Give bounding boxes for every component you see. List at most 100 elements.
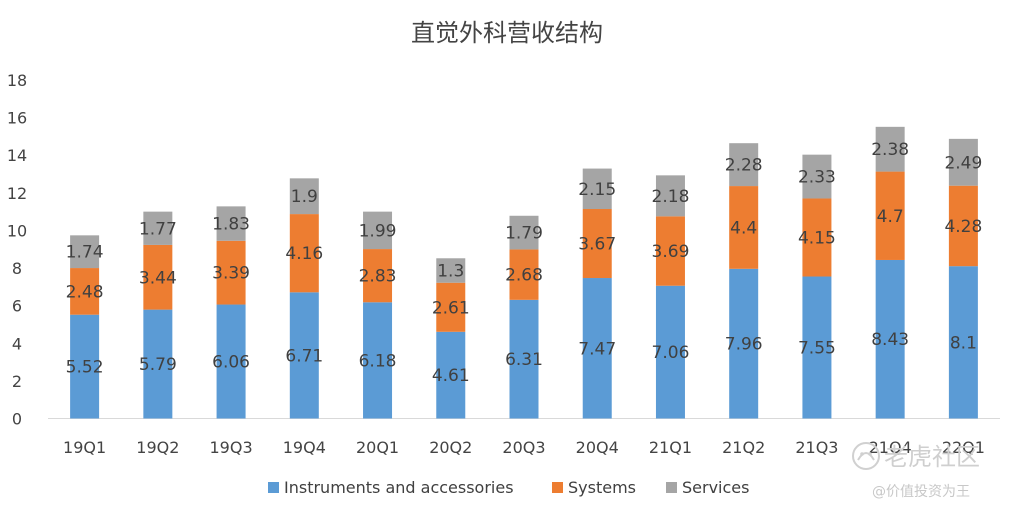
bar-segment [216, 240, 246, 305]
x-tick-label: 19Q3 [210, 438, 253, 457]
legend-swatch [552, 482, 563, 493]
data-label: 1.99 [359, 221, 397, 241]
bar-segment [582, 168, 612, 210]
bar-segment [436, 258, 466, 283]
bar-segment [509, 215, 539, 250]
bar-segment [143, 211, 173, 245]
watermark-author: @价值投资为王 [872, 484, 970, 500]
data-label: 1.9 [291, 187, 318, 207]
bar-segment [875, 126, 905, 172]
data-label: 3.67 [578, 235, 616, 255]
y-tick-label: 12 [7, 184, 27, 203]
legend-label: Systems [568, 478, 636, 497]
bar-segment [363, 211, 393, 250]
data-label: 4.4 [730, 218, 757, 238]
data-label: 3.39 [212, 264, 250, 284]
watermark-brand: 老虎社区 [884, 443, 980, 471]
legend: Instruments and accessories Systems Servic… [268, 478, 749, 497]
data-label: 1.74 [66, 243, 104, 263]
legend-item: Systems [552, 478, 636, 497]
chart-title: 直觉外科营收结构 [411, 19, 603, 47]
data-label: 2.49 [944, 153, 982, 173]
y-tick-label: 8 [12, 259, 22, 278]
data-label: 6.31 [505, 350, 543, 370]
bar-segment [802, 276, 832, 419]
bar-segment [436, 331, 466, 419]
data-label: 7.96 [725, 335, 763, 355]
data-label: 1.79 [505, 224, 543, 244]
bar-segment [289, 214, 319, 293]
data-label: 6.18 [359, 351, 397, 371]
x-tick-label: 22Q1 [942, 438, 985, 457]
bar-segment [875, 171, 905, 260]
bar-segment [509, 249, 539, 300]
bar-segment [655, 216, 685, 286]
data-label: 2.83 [359, 267, 397, 287]
bar-segment [875, 259, 905, 419]
x-tick-label: 20Q1 [356, 438, 399, 457]
data-label: 6.06 [212, 353, 250, 373]
data-label: 3.44 [139, 268, 177, 288]
bars-group: 5.52 2.48 1.74 5.79 3.44 1.77 6.06 3.39 1.83 6.71… [66, 126, 982, 419]
bar-segment [802, 154, 832, 199]
y-tick-label: 16 [7, 109, 27, 128]
x-tick-label: 20Q2 [429, 438, 472, 457]
bar-segment [70, 235, 100, 269]
bar-segment [70, 314, 100, 419]
legend-item: Services [666, 478, 749, 497]
bar-segment [436, 282, 466, 332]
bar-segment [289, 292, 319, 419]
x-tick-label: 19Q4 [283, 438, 326, 457]
data-label: 1.3 [437, 262, 464, 282]
legend-swatch [666, 482, 677, 493]
bar-segment [363, 302, 393, 419]
y-tick-label: 14 [7, 146, 27, 165]
x-axis: 19Q1 19Q2 19Q3 19Q4 20Q1 20Q2 20Q3 20Q4 21Q1 21Q2… [63, 438, 985, 457]
legend-label: Instruments and accessories [284, 478, 514, 497]
legend-swatch [268, 482, 279, 493]
watermark: 老虎社区 @价值投资为王 [852, 442, 980, 500]
x-tick-label: 19Q2 [136, 438, 179, 457]
x-tick-label: 21Q1 [649, 438, 692, 457]
tiger-logo-icon [852, 442, 880, 470]
data-label: 4.7 [877, 207, 904, 227]
bar-segment [70, 268, 100, 315]
bar-segment [655, 175, 685, 217]
data-label: 7.06 [652, 343, 690, 363]
bar-segment [948, 185, 978, 267]
x-tick-label: 21Q2 [722, 438, 765, 457]
data-label: 4.28 [944, 217, 982, 237]
bar-segment [948, 138, 978, 186]
bar-segment [509, 299, 539, 419]
data-label: 8.1 [950, 333, 977, 353]
data-label: 2.68 [505, 266, 543, 286]
data-label: 2.28 [725, 156, 763, 176]
legend-label: Services [682, 478, 749, 497]
data-label: 5.52 [66, 358, 104, 378]
bar-segment [729, 268, 759, 419]
bar-segment [289, 178, 319, 215]
data-label: 1.77 [139, 219, 177, 239]
data-label: 4.61 [432, 366, 470, 386]
data-label: 2.38 [871, 140, 909, 160]
y-tick-label: 2 [12, 372, 22, 391]
data-label: 8.43 [871, 330, 909, 350]
y-tick-label: 10 [7, 221, 27, 240]
x-tick-label: 21Q3 [795, 438, 838, 457]
data-label: 2.48 [66, 282, 104, 302]
x-tick-label: 19Q1 [63, 438, 106, 457]
bar-segment [729, 186, 759, 269]
x-tick-label: 20Q3 [502, 438, 545, 457]
data-label: 2.18 [652, 187, 690, 207]
data-label: 2.15 [578, 180, 616, 200]
legend-item: Instruments and accessories [268, 478, 514, 497]
bar-segment [143, 309, 173, 419]
y-tick-label: 18 [7, 71, 27, 90]
bar-segment [582, 278, 612, 419]
bar-segment [143, 244, 173, 310]
data-label: 7.47 [578, 339, 616, 359]
y-axis: 0 2 4 6 8 10 12 14 16 18 [7, 71, 27, 429]
bar-segment [363, 249, 393, 303]
data-label: 3.69 [652, 242, 690, 262]
bar-segment [216, 206, 246, 241]
